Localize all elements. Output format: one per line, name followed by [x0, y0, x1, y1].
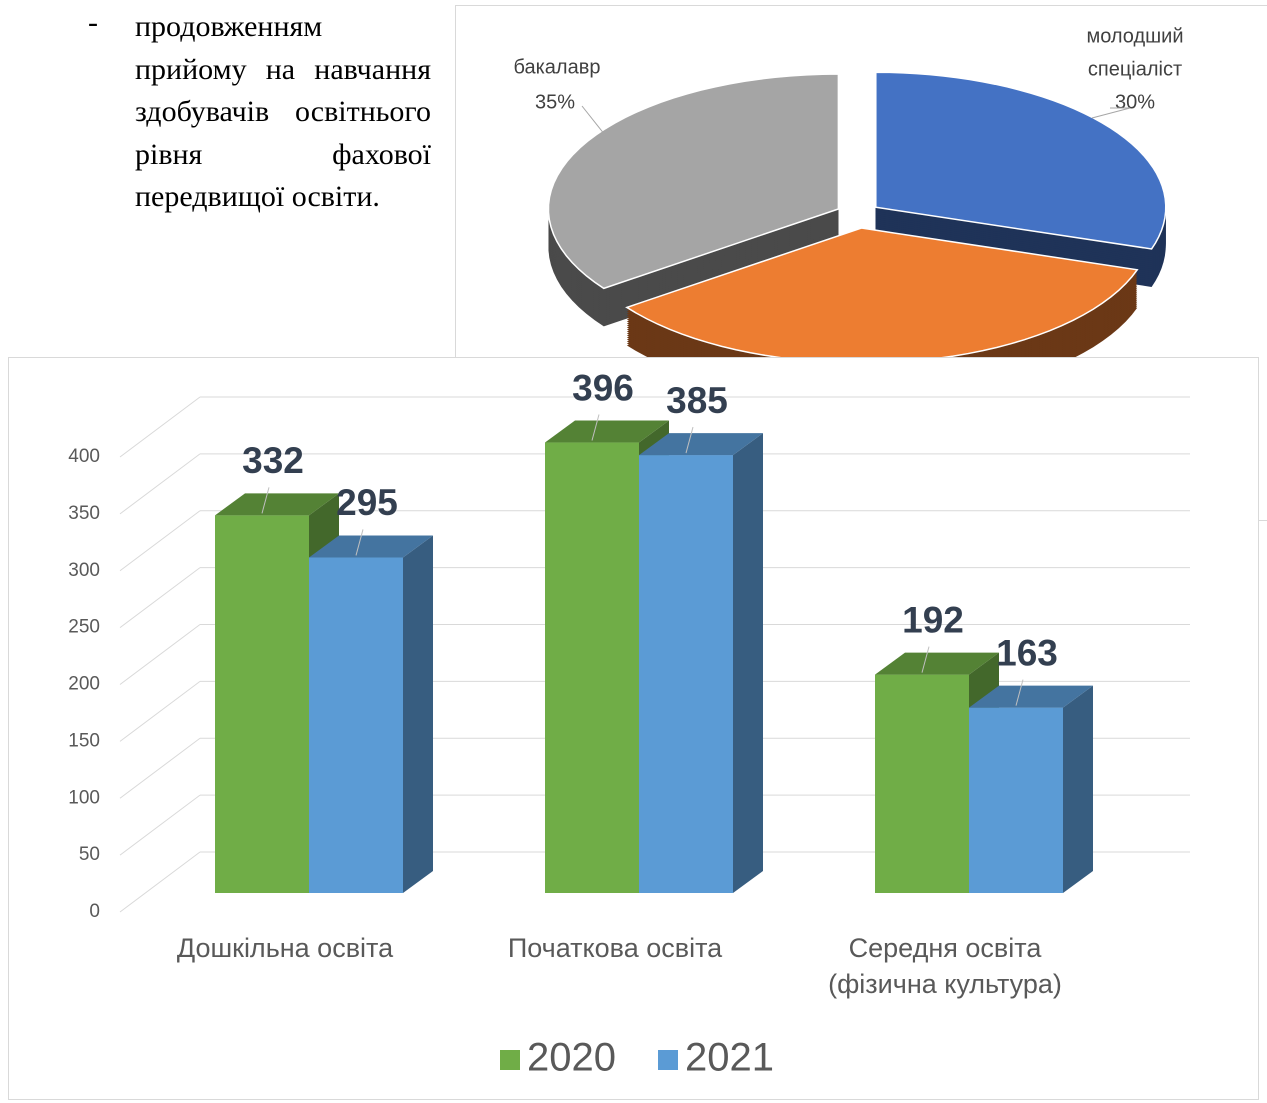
bar-top [545, 420, 669, 443]
bar-top [969, 685, 1093, 708]
data-label: 385 [666, 380, 728, 421]
bar-side [403, 535, 433, 893]
x-tick-label: Середня освіта (фізична культура) [828, 933, 1062, 999]
grid-line [119, 453, 201, 515]
x-tick-label: Початкова освіта [508, 933, 723, 963]
bar-top [639, 433, 763, 456]
y-tick-label: 250 [68, 617, 100, 638]
data-label: 396 [572, 367, 634, 408]
leader-line [591, 414, 600, 441]
data-label: 295 [336, 482, 398, 523]
bar [969, 707, 1063, 893]
grid-line [119, 510, 201, 572]
slice [875, 71, 1167, 250]
grid-line [119, 680, 201, 742]
leader-line [355, 529, 364, 556]
slice-label: молодший спеціаліст [1086, 26, 1183, 81]
slice-value-label: 35% [535, 91, 575, 113]
legend-label: 2020 [527, 1036, 616, 1080]
grid-line [119, 567, 201, 629]
grid-line [119, 624, 201, 685]
grid-line [119, 737, 201, 799]
y-tick-label: 350 [68, 503, 100, 524]
leader-line [1015, 679, 1024, 706]
slice-label: бакалавр [514, 56, 601, 78]
slice [547, 73, 840, 290]
leader-line [685, 426, 694, 454]
leader-line [581, 105, 606, 136]
legend-swatch [658, 1050, 678, 1070]
legend-swatch [500, 1050, 520, 1070]
leader-line [1091, 107, 1131, 119]
y-tick-label: 150 [68, 730, 100, 751]
bullet: - [88, 6, 98, 39]
paragraph: продовженням прийому на навчання здобува… [135, 10, 431, 213]
grid-line [119, 794, 201, 856]
y-tick-label: 0 [89, 901, 100, 922]
y-tick-label: 400 [68, 446, 100, 467]
leader-line [261, 487, 270, 514]
bar-top [309, 535, 433, 558]
y-tick-label: 300 [68, 560, 100, 581]
data-label: 332 [242, 440, 304, 481]
y-tick-label: 100 [68, 787, 100, 808]
bar [215, 515, 309, 893]
bar [309, 557, 403, 893]
bar-top [875, 652, 999, 675]
bar [545, 442, 639, 893]
legend-label: 2021 [685, 1036, 774, 1080]
data-label: 163 [996, 632, 1058, 673]
bar-side [733, 433, 763, 893]
bar [875, 674, 969, 893]
bar-side [1063, 685, 1093, 893]
bar-top [215, 493, 339, 516]
y-tick-label: 50 [79, 844, 100, 865]
x-tick-label: Дошкільна освіта [177, 933, 394, 963]
grid-line [119, 851, 201, 913]
leader-line [921, 646, 930, 673]
y-tick-label: 200 [68, 674, 100, 695]
bar [639, 455, 733, 893]
grid-line [119, 396, 201, 458]
data-label: 192 [902, 599, 964, 640]
